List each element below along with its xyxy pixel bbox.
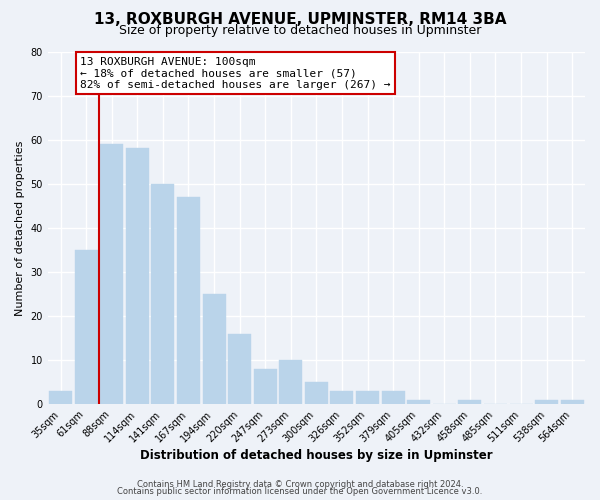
Bar <box>560 400 584 404</box>
Text: 13, ROXBURGH AVENUE, UPMINSTER, RM14 3BA: 13, ROXBURGH AVENUE, UPMINSTER, RM14 3BA <box>94 12 506 28</box>
Bar <box>49 391 72 404</box>
Bar <box>254 369 277 404</box>
Text: Contains HM Land Registry data © Crown copyright and database right 2024.: Contains HM Land Registry data © Crown c… <box>137 480 463 489</box>
Bar <box>280 360 302 404</box>
Bar <box>535 400 558 404</box>
Text: Contains public sector information licensed under the Open Government Licence v3: Contains public sector information licen… <box>118 487 482 496</box>
Bar <box>305 382 328 404</box>
X-axis label: Distribution of detached houses by size in Upminster: Distribution of detached houses by size … <box>140 450 493 462</box>
Bar <box>203 294 226 404</box>
Text: 13 ROXBURGH AVENUE: 100sqm
← 18% of detached houses are smaller (57)
82% of semi: 13 ROXBURGH AVENUE: 100sqm ← 18% of deta… <box>80 57 391 90</box>
Y-axis label: Number of detached properties: Number of detached properties <box>15 140 25 316</box>
Bar <box>458 400 481 404</box>
Bar <box>177 197 200 404</box>
Bar <box>126 148 149 404</box>
Bar <box>407 400 430 404</box>
Bar <box>331 391 353 404</box>
Bar <box>382 391 404 404</box>
Bar <box>228 334 251 404</box>
Bar <box>151 184 175 404</box>
Bar <box>356 391 379 404</box>
Bar <box>74 250 98 404</box>
Bar <box>100 144 123 404</box>
Text: Size of property relative to detached houses in Upminster: Size of property relative to detached ho… <box>119 24 481 37</box>
